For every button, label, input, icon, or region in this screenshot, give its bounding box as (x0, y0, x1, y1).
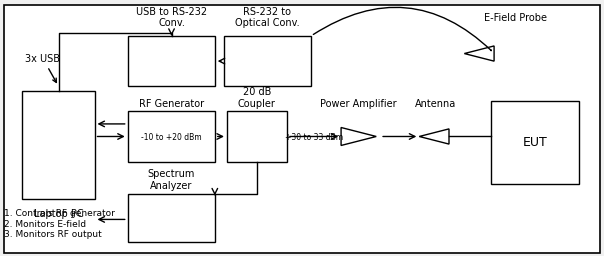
Polygon shape (464, 46, 494, 61)
Bar (127, 194, 215, 242)
Text: 1. Controls RF generator
2. Monitors E-field
3. Monitors RF output: 1. Controls RF generator 2. Monitors E-f… (4, 209, 115, 239)
Text: Spectrum
Analyzer: Spectrum Analyzer (148, 169, 195, 190)
FancyBboxPatch shape (4, 5, 600, 253)
Bar (224, 36, 311, 86)
Text: Power Amplifier: Power Amplifier (320, 99, 397, 109)
Text: +30 to 33 dBm: +30 to 33 dBm (285, 133, 343, 142)
Bar (127, 36, 215, 86)
Bar (127, 111, 215, 162)
Text: USB to RS-232
Conv.: USB to RS-232 Conv. (136, 7, 207, 28)
Text: Laptop PC: Laptop PC (34, 209, 83, 219)
Text: RS-232 to
Optical Conv.: RS-232 to Optical Conv. (235, 7, 300, 28)
Bar (492, 101, 579, 184)
Text: Antenna: Antenna (415, 99, 457, 109)
Text: RF Generator: RF Generator (139, 99, 204, 109)
Text: 20 dB
Coupler: 20 dB Coupler (238, 87, 276, 109)
Bar (22, 91, 95, 199)
Bar (227, 111, 287, 162)
Text: EUT: EUT (523, 136, 548, 149)
Text: 3x USB: 3x USB (25, 54, 60, 82)
Polygon shape (419, 129, 449, 144)
FancyArrowPatch shape (313, 7, 491, 50)
Polygon shape (341, 127, 376, 145)
Text: -10 to +20 dBm: -10 to +20 dBm (141, 133, 202, 142)
Text: E-Field Probe: E-Field Probe (484, 13, 547, 23)
